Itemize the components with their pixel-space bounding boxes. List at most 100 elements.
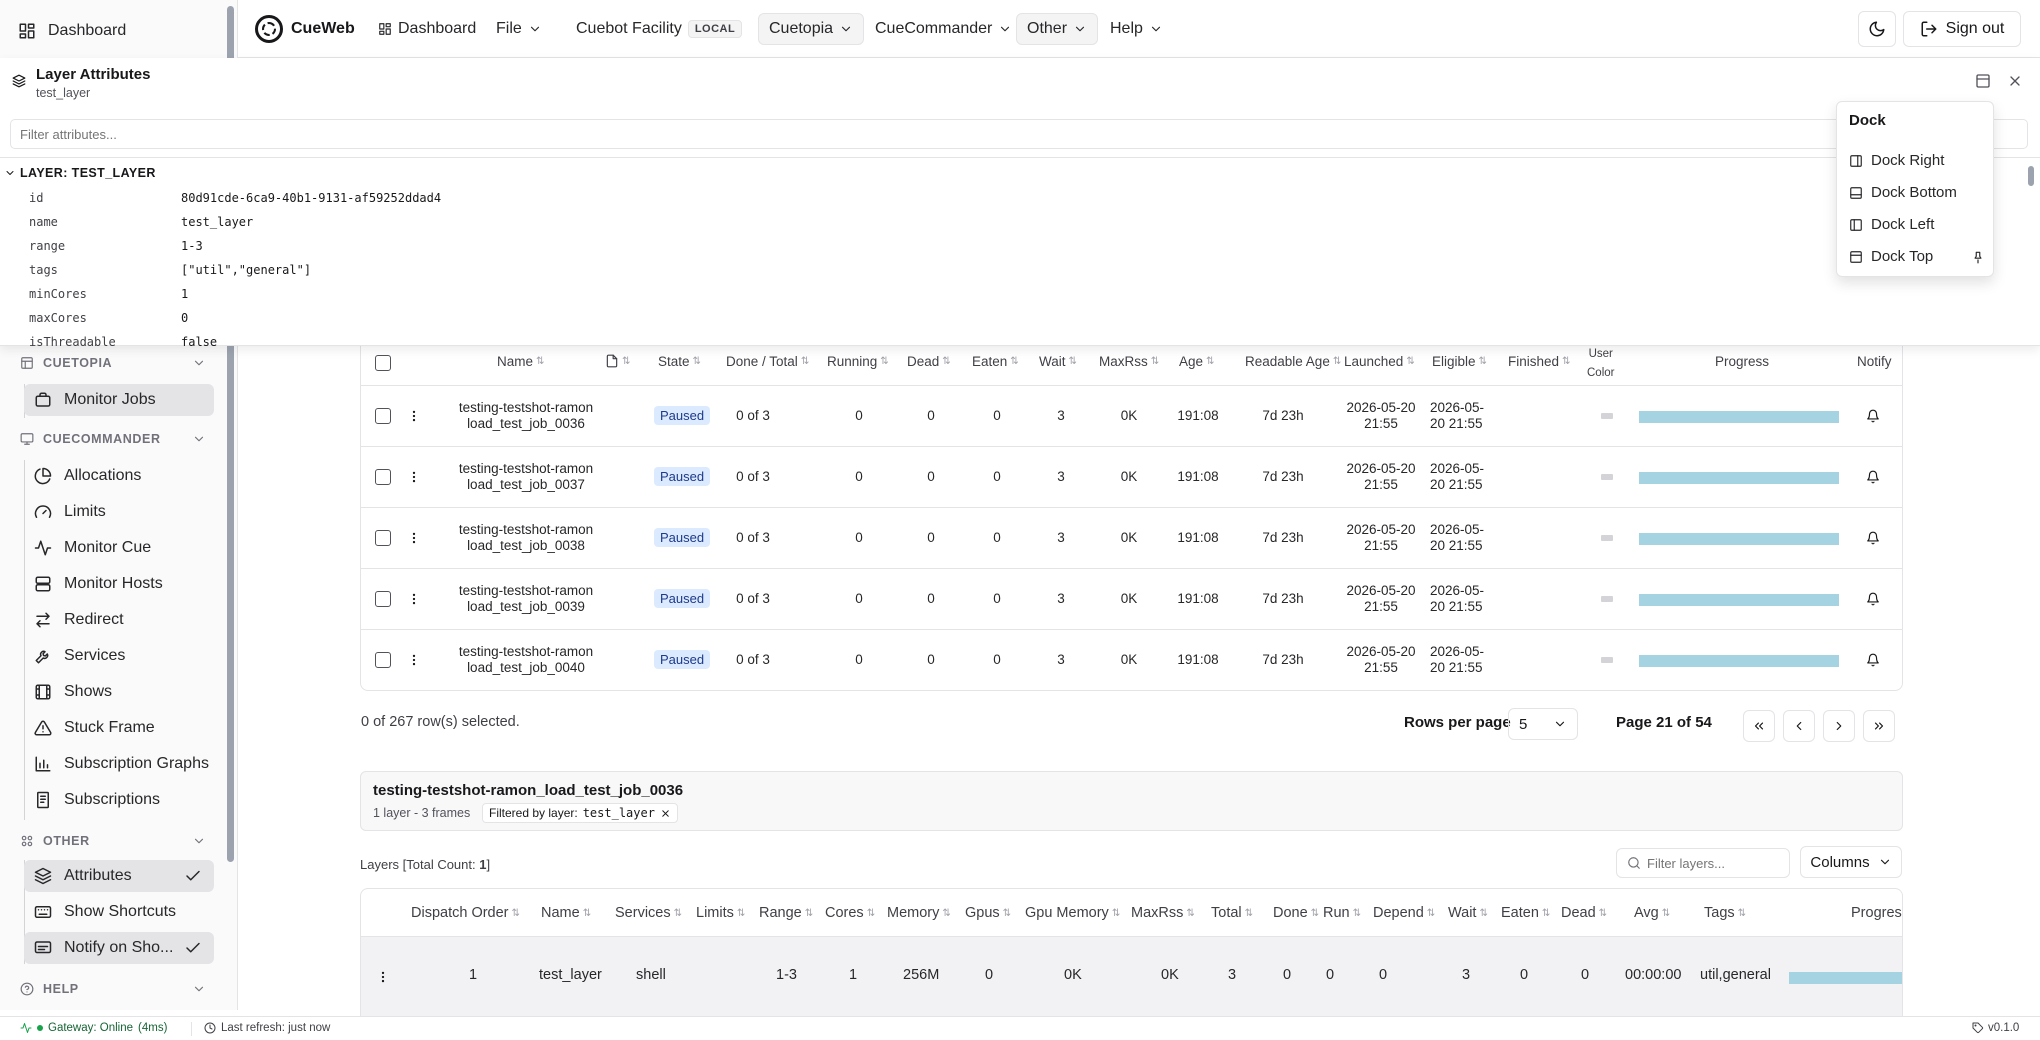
col-header-maxrss[interactable]: MaxRss ⇅ [1099, 354, 1159, 369]
row-checkbox[interactable] [375, 469, 391, 485]
layer-filter-chip[interactable]: Filtered by layer: test_layer [482, 803, 678, 823]
dock-bottom-option[interactable]: Dock Bottom [1849, 184, 1985, 201]
more-vertical-icon[interactable] [407, 470, 421, 484]
col-header-name[interactable]: Name ⇅ [497, 354, 544, 369]
sidebar-scrollbar[interactable] [227, 6, 234, 862]
sidebar-item-limits[interactable]: Limits [24, 496, 214, 528]
nav-cuecommander-menu[interactable]: CueCommander [865, 13, 1022, 45]
col-header-run[interactable]: Run ⇅ [1323, 905, 1361, 921]
select-all-checkbox[interactable] [375, 355, 391, 371]
user-color-swatch[interactable] [1601, 474, 1613, 480]
bell-icon[interactable] [1866, 470, 1880, 484]
col-header-eligible[interactable]: Eligible ⇅ [1432, 354, 1487, 369]
table-row[interactable]: testing-testshot-ramon load_test_job_0036… [361, 385, 1902, 446]
col-header-done[interactable]: Done ⇅ [1273, 905, 1319, 921]
col-header-wait[interactable]: Wait ⇅ [1448, 905, 1488, 921]
sidebar-item-services[interactable]: Services [24, 640, 214, 672]
col-header-depend[interactable]: Depend ⇅ [1373, 905, 1435, 921]
layers-filter-field[interactable] [1616, 848, 1790, 878]
dock-left-option[interactable]: Dock Left [1849, 216, 1985, 233]
row-checkbox[interactable] [375, 652, 391, 668]
dock-right-option[interactable]: Dock Right [1849, 152, 1985, 169]
sidebar-item-allocations[interactable]: Allocations [24, 460, 214, 492]
last-page-button[interactable] [1863, 710, 1895, 742]
job-name[interactable]: testing-testshot-ramon load_test_job_0036 [441, 400, 611, 432]
rows-per-page-select[interactable]: 5 [1508, 708, 1578, 740]
more-vertical-icon[interactable] [376, 970, 390, 984]
panel-dock-icon[interactable] [1975, 73, 1991, 89]
sidebar-item-attributes[interactable]: Attributes [24, 860, 214, 892]
nav-cuetopia-menu[interactable]: Cuetopia [758, 13, 865, 45]
bell-icon[interactable] [1866, 409, 1880, 423]
col-header-range[interactable]: Range ⇅ [759, 905, 813, 921]
sidebar-item-stuck-frame[interactable]: Stuck Frame [24, 712, 214, 744]
col-header-wait[interactable]: Wait ⇅ [1039, 354, 1077, 369]
col-header-name[interactable]: Name ⇅ [541, 905, 591, 921]
col-header-launched[interactable]: Launched ⇅ [1344, 354, 1415, 369]
bell-icon[interactable] [1866, 653, 1880, 667]
sidebar-item-dashboard[interactable]: Dashboard [18, 22, 126, 40]
col-header-maxrss[interactable]: MaxRss ⇅ [1131, 905, 1195, 921]
user-color-swatch[interactable] [1601, 596, 1613, 602]
bell-icon[interactable] [1866, 531, 1880, 545]
col-header-memory[interactable]: Memory ⇅ [887, 905, 951, 921]
sidebar-item-show-shortcuts[interactable]: Show Shortcuts [24, 896, 214, 928]
col-header-eaten[interactable]: Eaten ⇅ [972, 354, 1019, 369]
table-row[interactable]: testing-testshot-ramon load_test_job_0038… [361, 507, 1902, 568]
col-header-age[interactable]: Age ⇅ [1179, 354, 1214, 369]
layers-filter-input[interactable] [1647, 855, 1787, 871]
bell-icon[interactable] [1866, 592, 1880, 606]
attribute-group-toggle[interactable]: LAYER: TEST_LAYER [4, 166, 156, 180]
table-row[interactable]: testing-testshot-ramon load_test_job_0039… [361, 568, 1902, 629]
close-icon[interactable] [660, 808, 671, 819]
user-color-swatch[interactable] [1601, 657, 1613, 663]
col-header-dispatch-order[interactable]: Dispatch Order ⇅ [411, 905, 520, 921]
col-header-state[interactable]: State ⇅ [658, 354, 701, 369]
nav-other-menu[interactable]: Other [1016, 13, 1099, 45]
table-row[interactable] [361, 936, 1902, 1017]
previous-page-button[interactable] [1783, 710, 1815, 742]
col-header-total[interactable]: Total ⇅ [1211, 905, 1253, 921]
user-color-swatch[interactable] [1601, 535, 1613, 541]
sidebar-item-subscription-graphs[interactable]: Subscription Graphs [24, 748, 214, 780]
col-header-limits[interactable]: Limits ⇅ [696, 905, 745, 921]
row-checkbox[interactable] [375, 591, 391, 607]
job-name[interactable]: testing-testshot-ramon load_test_job_0040 [441, 644, 611, 676]
sidebar-section-other[interactable]: OTHER [20, 834, 206, 848]
col-header-cores[interactable]: Cores ⇅ [825, 905, 875, 921]
nav-dashboard[interactable]: Dashboard [368, 13, 486, 45]
more-vertical-icon[interactable] [407, 409, 421, 423]
next-page-button[interactable] [1823, 710, 1855, 742]
sidebar-item-monitor-hosts[interactable]: Monitor Hosts [24, 568, 214, 600]
sidebar-item-shows[interactable]: Shows [24, 676, 214, 708]
col-header-user-color[interactable]: User Color [1587, 345, 1614, 383]
job-name[interactable]: testing-testshot-ramon load_test_job_0037 [441, 461, 611, 493]
row-checkbox[interactable] [375, 408, 391, 424]
table-row[interactable]: testing-testshot-ramon load_test_job_0037… [361, 446, 1902, 507]
close-icon[interactable] [2007, 73, 2023, 89]
col-header-avg[interactable]: Avg ⇅ [1634, 905, 1670, 921]
theme-toggle-button[interactable] [1858, 11, 1896, 47]
more-vertical-icon[interactable] [407, 653, 421, 667]
sidebar-item-redirect[interactable]: Redirect [24, 604, 214, 636]
nav-facility-selector[interactable]: Cuebot Facility LOCAL [566, 13, 782, 45]
sidebar-item-notify-on-show[interactable]: Notify on Sho... [24, 932, 214, 964]
sidebar-section-help[interactable]: HELP [20, 982, 206, 996]
col-header-running[interactable]: Running ⇅ [827, 354, 889, 369]
col-header-dead[interactable]: Dead ⇅ [1561, 905, 1607, 921]
job-name[interactable]: testing-testshot-ramon load_test_job_0038 [441, 522, 611, 554]
sidebar-item-monitor-jobs[interactable]: Monitor Jobs [24, 384, 214, 416]
col-header-dead[interactable]: Dead ⇅ [907, 354, 951, 369]
pin-icon[interactable] [1971, 250, 1985, 264]
sign-out-button[interactable]: Sign out [1903, 11, 2021, 47]
more-vertical-icon[interactable] [407, 531, 421, 545]
sidebar-item-monitor-cue[interactable]: Monitor Cue [24, 532, 214, 564]
attributes-scrollbar[interactable] [2028, 166, 2034, 186]
col-header-file[interactable]: ⇅ [605, 354, 630, 368]
col-header-tags[interactable]: Tags ⇅ [1704, 905, 1746, 921]
col-header-finished[interactable]: Finished ⇅ [1508, 354, 1570, 369]
nav-help-menu[interactable]: Help [1100, 13, 1173, 45]
user-color-swatch[interactable] [1601, 413, 1613, 419]
col-header-eaten[interactable]: Eaten ⇅ [1501, 905, 1550, 921]
job-name[interactable]: testing-testshot-ramon load_test_job_0039 [441, 583, 611, 615]
